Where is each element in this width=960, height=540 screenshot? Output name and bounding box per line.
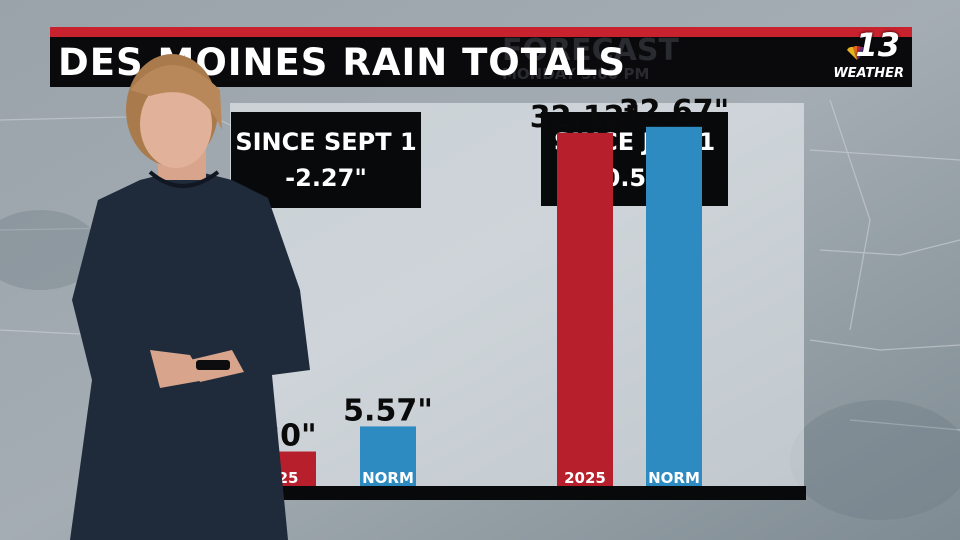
background-forecast-text: FORECAST (502, 33, 679, 68)
category-label-sept-2025: 25 (278, 469, 299, 487)
value-label-sept-norm: 5.57" (343, 393, 433, 428)
peacock-icon (847, 46, 867, 60)
bar-jan-norm (646, 126, 702, 488)
category-label-sept-norm: NORM (362, 469, 414, 487)
logo-subtitle: WEATHER (833, 66, 904, 81)
bar-jan-2025 (557, 132, 613, 488)
background-time-text: MONDAY 5:00 PM (502, 65, 650, 83)
since-sept-value: -2.27" (285, 164, 367, 192)
category-label-jan-norm: NORM (648, 469, 700, 487)
value-label-jan-2025: 32.12" (530, 100, 641, 135)
bar-sept-norm (360, 426, 416, 488)
station-logo: 13 WEATHER (832, 26, 908, 86)
category-label-jan-2025: 2025 (564, 469, 606, 487)
since-sept-label: SINCE SEPT 1 (235, 128, 417, 156)
logo-number: 13 (855, 26, 900, 64)
value-label-jan-norm: 32.67" (619, 94, 730, 129)
since-sept-stat-box: SINCE SEPT 1 -2.27" (231, 112, 421, 208)
chart-baseline (282, 486, 806, 500)
